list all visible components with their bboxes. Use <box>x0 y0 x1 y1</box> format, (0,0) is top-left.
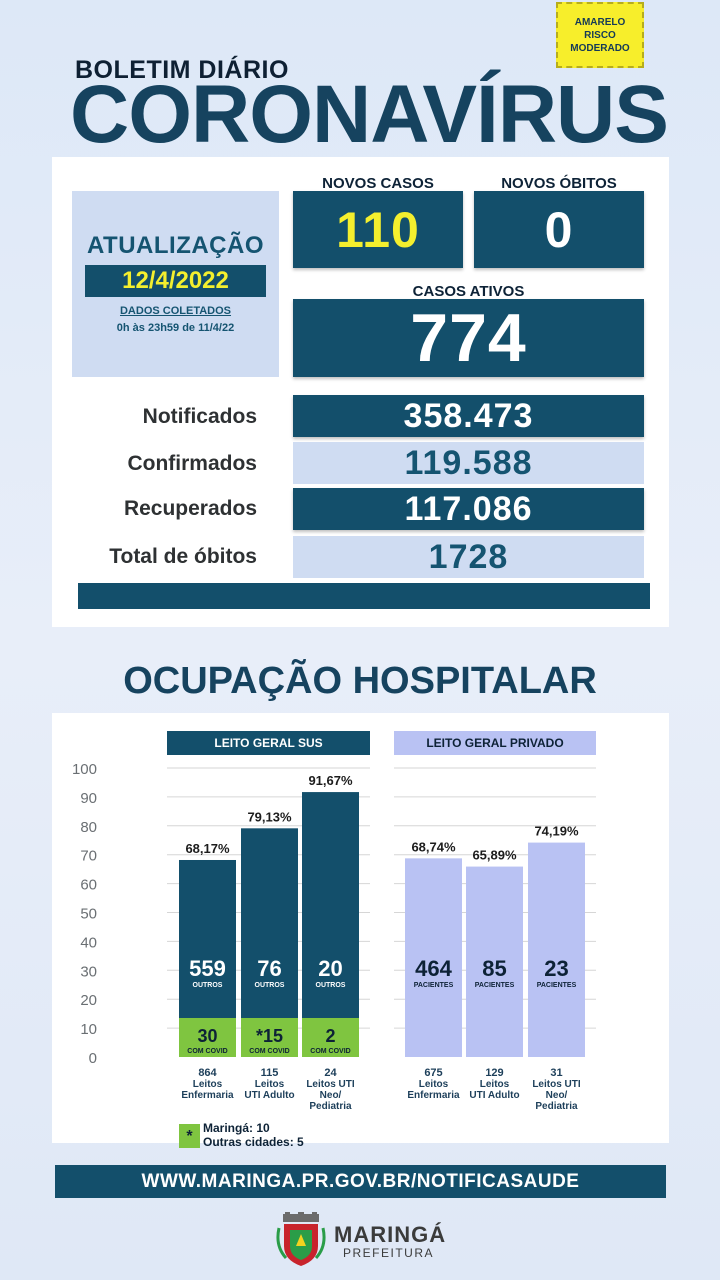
category-line-1: Leitos <box>419 1079 449 1090</box>
bar <box>405 858 462 1057</box>
category-line-1: Leitos UTI <box>306 1079 355 1090</box>
bar-covid-value: *15 <box>256 1026 283 1046</box>
category-line-2: UTI Adulto <box>469 1090 519 1101</box>
bar-value: 559 <box>189 956 226 981</box>
data-collected-range: 0h às 23h59 de 11/4/22 <box>116 322 235 334</box>
category-beds: 24 <box>324 1067 337 1079</box>
update-title: ATUALIZAÇÃO <box>86 232 265 259</box>
y-tick-label: 60 <box>80 877 97 894</box>
category-line-1: Leitos <box>193 1079 223 1090</box>
category-beds: 864 <box>198 1067 217 1079</box>
sus-group-header: LEITO GERAL SUS <box>167 731 370 755</box>
category-line-1: Leitos <box>255 1079 285 1090</box>
bar-pct-label: 91,67% <box>308 773 353 788</box>
y-tick-label: 20 <box>80 992 97 1009</box>
asterisk-legend-icon: * <box>179 1124 200 1148</box>
category-line-3: Pediatria <box>535 1101 578 1112</box>
bar-covid-value: 2 <box>325 1026 335 1046</box>
bar-pct-label: 65,89% <box>472 848 517 863</box>
new-cases-value: 110 <box>293 191 463 268</box>
y-tick-label: 50 <box>80 906 97 923</box>
bar-value-label: OUTROS <box>255 982 285 989</box>
y-tick-label: 40 <box>80 934 97 951</box>
stat-value-confirmados: 119.588 <box>293 442 644 484</box>
stat-label-obitos: Total de óbitos <box>109 545 257 568</box>
active-cases-label: CASOS ATIVOS <box>412 283 525 300</box>
bar-value: 23 <box>544 956 568 981</box>
bar-value: 76 <box>257 956 281 981</box>
y-tick-label: 0 <box>89 1050 97 1067</box>
legend-maringa: Maringá: 10 <box>203 1121 270 1135</box>
bar-value: 85 <box>482 956 506 981</box>
risk-badge: AMARELO RISCO MODERADO <box>556 2 644 68</box>
logo-name: MARINGÁ <box>334 1222 447 1247</box>
y-tick-label: 100 <box>72 761 97 778</box>
category-line-2: Neo/ <box>546 1090 568 1101</box>
hospital-section-title: OCUPAÇÃO HOSPITALAR <box>123 660 597 702</box>
summary-bottom-bar <box>78 583 650 609</box>
bar-covid-segment <box>179 1017 236 1057</box>
category-line-3: Pediatria <box>309 1101 352 1112</box>
category-line-2: UTI Adulto <box>244 1090 294 1101</box>
bar-value-label: PACIENTES <box>414 982 454 989</box>
category-beds: 31 <box>550 1067 562 1079</box>
category-line-2: Enfermaria <box>407 1090 460 1101</box>
category-line-2: Enfermaria <box>181 1090 234 1101</box>
stat-value-notificados: 358.473 <box>293 395 644 437</box>
data-collected-label: DADOS COLETADOS <box>119 305 232 317</box>
new-cases-label: NOVOS CASOS <box>322 175 434 192</box>
bar-value: 20 <box>318 956 342 981</box>
y-tick-label: 30 <box>80 963 97 980</box>
bulletin-subtitle: BOLETIM DIÁRIO <box>75 56 289 84</box>
bar <box>528 842 585 1057</box>
y-tick-label: 70 <box>80 848 97 865</box>
y-tick-label: 80 <box>80 819 97 836</box>
hospital-occupancy-chart: 0 10 20 30 40 50 60 70 80 90 100 30 COM COVID 68,17% 5… <box>72 761 596 1112</box>
bar-covid-value: 30 <box>197 1026 217 1046</box>
legend-outras-cidades: Outras cidades: 5 <box>203 1135 304 1149</box>
bar-pct-label: 79,13% <box>247 809 292 824</box>
bar <box>302 792 359 1057</box>
category-line-2: Neo/ <box>320 1090 342 1101</box>
stat-value-obitos: 1728 <box>293 536 644 578</box>
y-tick-label: 10 <box>80 1021 97 1038</box>
category-beds: 129 <box>485 1067 503 1079</box>
update-date: 12/4/2022 <box>85 265 266 297</box>
category-beds: 675 <box>424 1067 442 1079</box>
category-line-1: Leitos <box>480 1079 510 1090</box>
new-deaths-value: 0 <box>474 191 644 268</box>
y-tick-label: 90 <box>80 790 97 807</box>
risk-line-2: RISCO <box>584 29 616 41</box>
new-deaths-label: NOVOS ÓBITOS <box>501 175 617 192</box>
stat-value-recuperados: 117.086 <box>293 488 644 530</box>
bar-covid-label: COM COVID <box>249 1048 289 1055</box>
bar-pct-label: 74,19% <box>534 824 579 839</box>
bar-covid-label: COM COVID <box>310 1048 350 1055</box>
maringa-coat-of-arms-icon <box>276 1212 326 1266</box>
page-title: CORONAVÍRUS <box>70 69 669 160</box>
bar <box>466 866 523 1057</box>
stat-label-confirmados: Confirmados <box>127 452 257 475</box>
category-line-1: Leitos UTI <box>532 1079 581 1090</box>
stat-label-recuperados: Recuperados <box>123 497 257 520</box>
website-link[interactable]: WWW.MARINGA.PR.GOV.BR/NOTIFICASAUDE <box>55 1165 666 1198</box>
bar-pct-label: 68,17% <box>185 841 230 856</box>
risk-line-3: MODERADO <box>570 42 630 54</box>
category-beds: 115 <box>261 1067 279 1079</box>
bar-value-label: OUTROS <box>316 982 346 989</box>
bar-covid-segment <box>302 1017 359 1057</box>
active-cases-value: 774 <box>293 299 644 377</box>
bar-value-label: PACIENTES <box>475 982 515 989</box>
stat-label-notificados: Notificados <box>142 405 257 428</box>
bar-covid-segment <box>241 1017 298 1057</box>
bar-pct-label: 68,74% <box>411 839 456 854</box>
bar-covid-label: COM COVID <box>187 1048 227 1055</box>
bar-value-label: PACIENTES <box>537 982 577 989</box>
risk-line-1: AMARELO <box>574 16 626 28</box>
bar-value-label: OUTROS <box>193 982 223 989</box>
logo-sub: PREFEITURA <box>343 1246 435 1260</box>
private-group-header: LEITO GERAL PRIVADO <box>394 731 596 755</box>
bar-value: 464 <box>415 956 452 981</box>
